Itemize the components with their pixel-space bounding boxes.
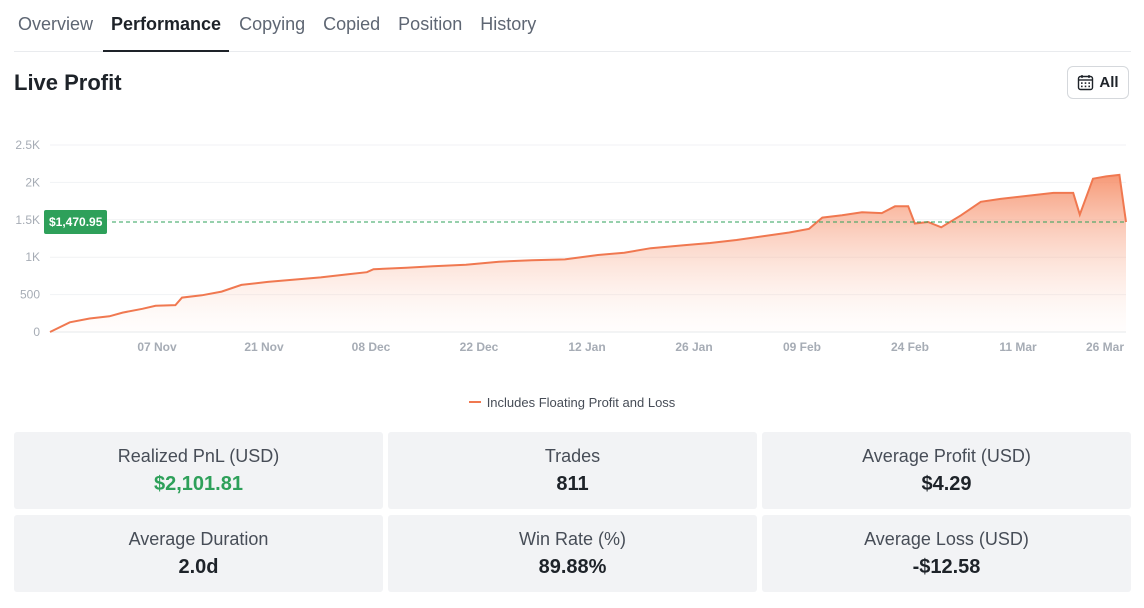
- stat-value: -$12.58: [912, 555, 981, 578]
- stat-card-trades: Trades 811: [388, 432, 757, 509]
- stat-card-average-duration: Average Duration 2.0d: [14, 515, 383, 592]
- stat-card-win-rate: Win Rate (%) 89.88%: [388, 515, 757, 592]
- x-tick-label: 22 Dec: [460, 340, 499, 354]
- stat-label: Average Profit (USD): [862, 445, 1031, 466]
- calendar-icon: [1077, 74, 1094, 91]
- tab-overview[interactable]: Overview: [18, 14, 94, 34]
- x-tick-label: 21 Nov: [244, 340, 284, 354]
- tab-bar: Overview Performance Copying Copied Posi…: [14, 0, 1131, 52]
- stat-value: $4.29: [921, 472, 972, 495]
- tab-position[interactable]: Position: [398, 14, 463, 34]
- x-tick-label: 11 Mar: [999, 340, 1037, 354]
- y-tick-label: 2.5K: [15, 138, 40, 152]
- tab-history[interactable]: History: [480, 14, 537, 34]
- legend-label: Includes Floating Profit and Loss: [486, 395, 676, 410]
- stat-value: 89.88%: [538, 555, 607, 578]
- x-tick-label: 26 Mar: [1086, 340, 1124, 354]
- y-tick-label: 0: [33, 325, 40, 339]
- stat-card-average-loss: Average Loss (USD) -$12.58: [762, 515, 1131, 592]
- stat-label: Realized PnL (USD): [117, 445, 280, 466]
- section-title: Live Profit: [14, 70, 122, 95]
- profit-area: [50, 174, 1126, 332]
- x-tick-label: 12 Jan: [568, 340, 605, 354]
- stat-value: 2.0d: [178, 555, 219, 578]
- y-tick-label: 1.5K: [15, 213, 40, 227]
- y-tick-label: 1K: [25, 250, 40, 264]
- tab-copying[interactable]: Copying: [239, 14, 306, 34]
- stat-label: Win Rate (%): [518, 528, 626, 549]
- tab-performance[interactable]: Performance: [103, 14, 230, 52]
- date-range-label: All: [1099, 74, 1119, 91]
- stats-grid: Realized PnL (USD) $2,101.81 Trades 811 …: [14, 432, 1131, 592]
- profit-line: [49, 173, 1127, 333]
- x-tick-label: 26 Jan: [675, 340, 712, 354]
- y-tick-label: 500: [20, 288, 40, 302]
- current-value-tag: $1,470.95: [44, 210, 108, 234]
- date-range-button[interactable]: All: [1067, 66, 1129, 99]
- x-tick-label: 07 Nov: [137, 340, 177, 354]
- x-tick-label: 09 Feb: [783, 340, 821, 354]
- stat-value: $2,101.81: [154, 472, 243, 495]
- y-tick-label: 2K: [25, 175, 40, 189]
- chart-legend[interactable]: Includes Floating Profit and Loss: [0, 395, 1144, 410]
- stat-label: Average Loss (USD): [864, 528, 1029, 549]
- tab-copied[interactable]: Copied: [323, 14, 381, 34]
- x-tick-label: 08 Dec: [352, 340, 391, 354]
- stat-card-average-profit: Average Profit (USD) $4.29: [762, 432, 1131, 509]
- stat-value: 811: [556, 472, 589, 495]
- stat-card-realized-pnl: Realized PnL (USD) $2,101.81: [14, 432, 383, 509]
- stat-label: Trades: [544, 445, 601, 466]
- profit-chart[interactable]: 0 500 1K 1.5K 2K 2.5K 07 Nov 21 Nov 08 Dec 22 De…: [0, 120, 1144, 360]
- x-tick-label: 24 Feb: [891, 340, 929, 354]
- legend-swatch: [468, 400, 481, 403]
- stat-label: Average Duration: [128, 528, 269, 549]
